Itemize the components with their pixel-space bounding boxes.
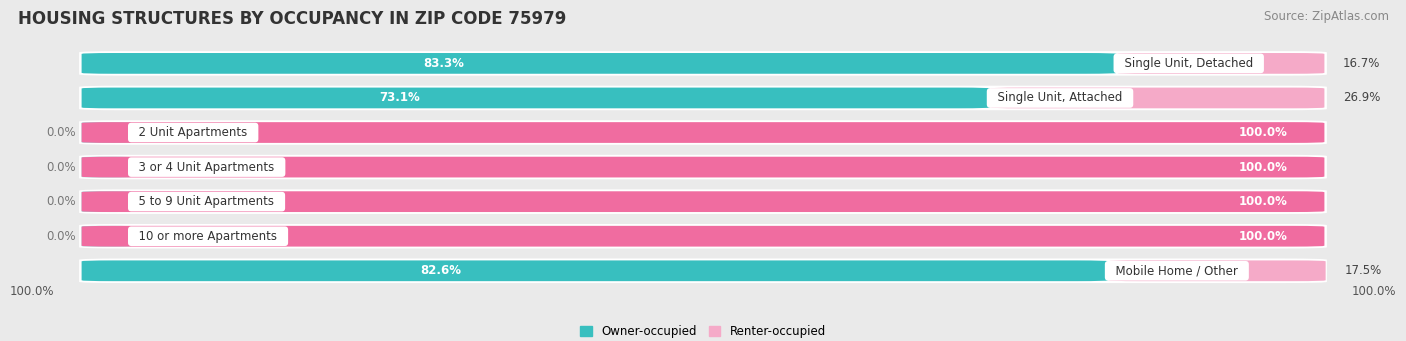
Text: 100.0%: 100.0% [1239, 126, 1286, 139]
Text: 100.0%: 100.0% [1239, 230, 1286, 243]
Text: 82.6%: 82.6% [420, 264, 461, 277]
Text: 100.0%: 100.0% [1239, 195, 1286, 208]
FancyBboxPatch shape [82, 261, 1108, 281]
FancyBboxPatch shape [82, 157, 131, 177]
Text: 73.1%: 73.1% [380, 91, 420, 104]
FancyBboxPatch shape [79, 155, 1327, 179]
Legend: Owner-occupied, Renter-occupied: Owner-occupied, Renter-occupied [575, 321, 831, 341]
FancyBboxPatch shape [79, 51, 1327, 76]
Text: 5 to 9 Unit Apartments: 5 to 9 Unit Apartments [131, 195, 281, 208]
FancyBboxPatch shape [1108, 261, 1326, 281]
FancyBboxPatch shape [990, 88, 1324, 108]
Text: 16.7%: 16.7% [1343, 57, 1381, 70]
FancyBboxPatch shape [1116, 53, 1324, 74]
Text: 0.0%: 0.0% [46, 230, 76, 243]
FancyBboxPatch shape [82, 122, 131, 143]
Text: 100.0%: 100.0% [1239, 161, 1286, 174]
Text: 0.0%: 0.0% [46, 161, 76, 174]
Text: 2 Unit Apartments: 2 Unit Apartments [131, 126, 254, 139]
Text: Source: ZipAtlas.com: Source: ZipAtlas.com [1264, 10, 1389, 23]
Text: 83.3%: 83.3% [423, 57, 464, 70]
FancyBboxPatch shape [82, 191, 131, 212]
Text: Mobile Home / Other: Mobile Home / Other [1108, 264, 1246, 277]
FancyBboxPatch shape [82, 191, 1324, 212]
FancyBboxPatch shape [82, 157, 1324, 177]
FancyBboxPatch shape [79, 258, 1327, 283]
Text: 17.5%: 17.5% [1344, 264, 1382, 277]
FancyBboxPatch shape [82, 226, 131, 247]
Text: 10 or more Apartments: 10 or more Apartments [131, 230, 285, 243]
FancyBboxPatch shape [82, 88, 990, 108]
Text: 0.0%: 0.0% [46, 195, 76, 208]
FancyBboxPatch shape [79, 120, 1327, 145]
FancyBboxPatch shape [79, 224, 1327, 249]
FancyBboxPatch shape [82, 226, 1324, 247]
Text: Single Unit, Attached: Single Unit, Attached [990, 91, 1130, 104]
Text: 100.0%: 100.0% [10, 285, 53, 298]
Text: 100.0%: 100.0% [1353, 285, 1396, 298]
FancyBboxPatch shape [79, 189, 1327, 214]
FancyBboxPatch shape [82, 53, 1116, 74]
FancyBboxPatch shape [82, 122, 1324, 143]
Text: HOUSING STRUCTURES BY OCCUPANCY IN ZIP CODE 75979: HOUSING STRUCTURES BY OCCUPANCY IN ZIP C… [18, 10, 567, 28]
Text: 3 or 4 Unit Apartments: 3 or 4 Unit Apartments [131, 161, 283, 174]
FancyBboxPatch shape [79, 86, 1327, 110]
Text: Single Unit, Detached: Single Unit, Detached [1116, 57, 1261, 70]
Text: 26.9%: 26.9% [1343, 91, 1381, 104]
Text: 0.0%: 0.0% [46, 126, 76, 139]
